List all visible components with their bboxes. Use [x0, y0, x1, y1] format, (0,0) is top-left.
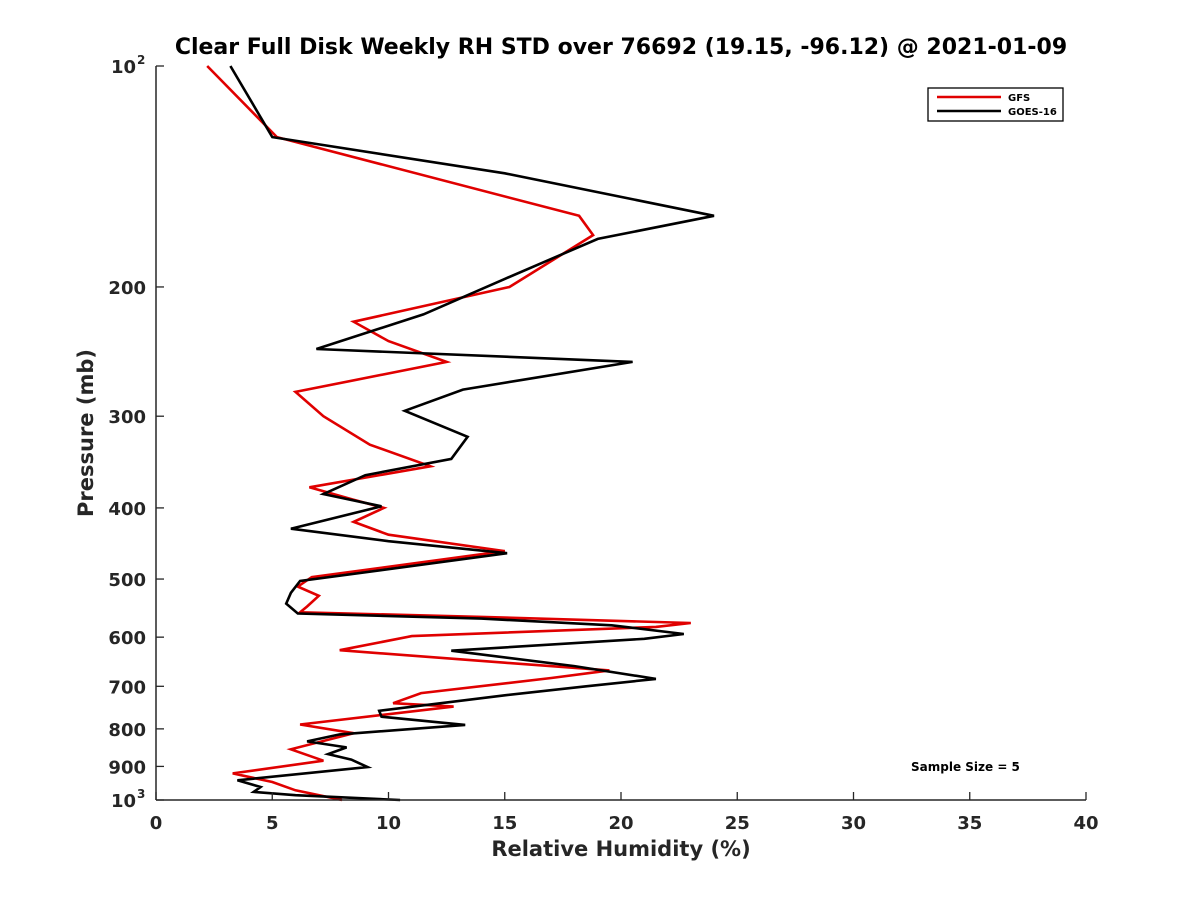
chart-title: Clear Full Disk Weekly RH STD over 76692…	[175, 35, 1067, 60]
y-tick-label: 600	[108, 628, 146, 649]
x-axis-label: Relative Humidity (%)	[491, 837, 750, 861]
x-tick-label: 10	[376, 813, 401, 834]
y-tick-exponent: 3	[137, 787, 145, 801]
plot-series	[206, 65, 715, 802]
x-tick-label: 0	[150, 813, 163, 834]
x-tick-label: 25	[725, 813, 750, 834]
y-tick-label: 500	[108, 570, 146, 591]
y-tick-label: 10	[111, 791, 136, 812]
x-tick-label: 15	[492, 813, 517, 834]
axes	[155, 66, 1086, 801]
sample-size-annotation: Sample Size = 5	[911, 760, 1020, 774]
legend-label-goes: GOES-16	[1008, 107, 1057, 118]
x-tick-label: 20	[608, 813, 633, 834]
series-line-gfs	[206, 65, 691, 802]
y-tick-label: 200	[108, 278, 146, 299]
y-tick-label: 400	[108, 499, 146, 520]
y-tick-label: 300	[108, 407, 146, 428]
x-tick-label: 35	[957, 813, 982, 834]
legend-box	[927, 87, 1064, 122]
x-ticks: 0 5 10 15 20 25 30 35 40	[150, 792, 1099, 834]
x-tick-label: 5	[266, 813, 279, 834]
series-line-goes-16	[229, 65, 715, 802]
legend: GFS GOES-16	[927, 87, 1064, 122]
y-tick-label: 700	[108, 677, 146, 698]
y-tick-label: 900	[108, 757, 146, 778]
legend-label-gfs: GFS	[1008, 93, 1030, 104]
y-tick-exponent: 2	[137, 53, 145, 67]
y-tick-label: 10	[111, 57, 136, 78]
x-tick-label: 40	[1073, 813, 1098, 834]
y-axis-label: Pressure (mb)	[74, 349, 98, 517]
y-tick-label: 800	[108, 720, 146, 741]
x-tick-label: 30	[841, 813, 866, 834]
